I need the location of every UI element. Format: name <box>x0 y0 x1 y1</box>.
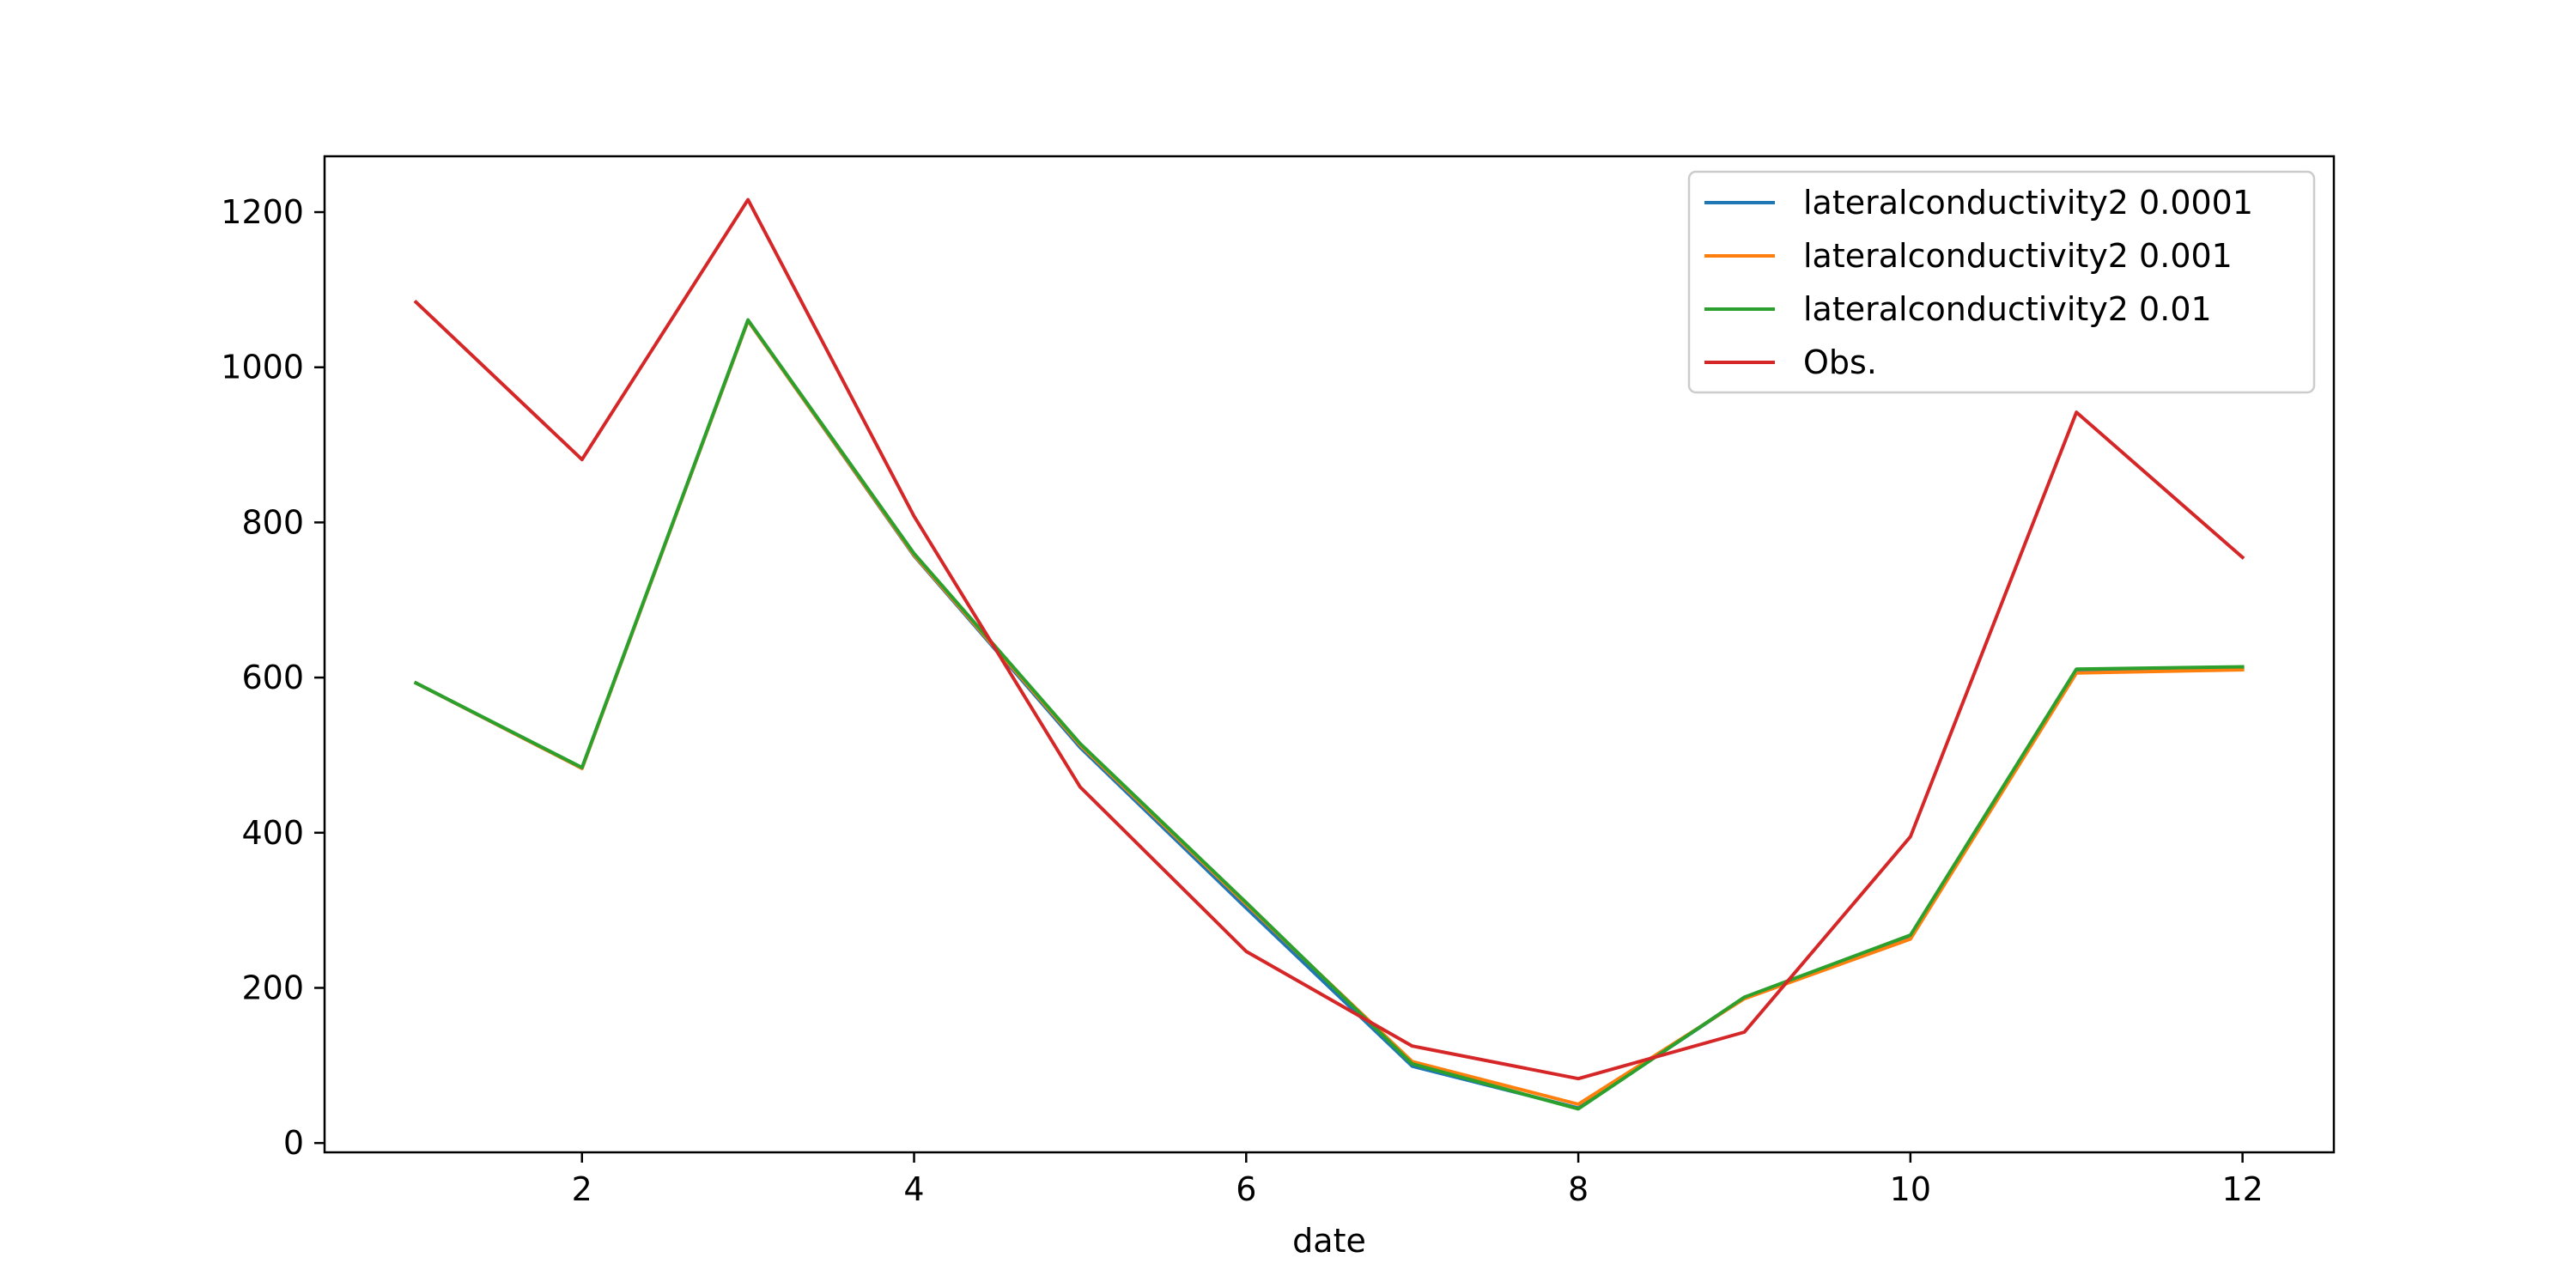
y-tick-label: 0 <box>283 1124 304 1162</box>
y-tick-label: 1000 <box>221 349 304 386</box>
legend-label: lateralconductivity2 0.0001 <box>1803 184 2253 222</box>
legend-label: lateralconductivity2 0.01 <box>1803 290 2212 328</box>
legend-label: lateralconductivity2 0.001 <box>1803 237 2233 275</box>
series-line <box>413 197 2245 1081</box>
x-tick-label: 4 <box>903 1170 924 1208</box>
legend: lateralconductivity2 0.0001 lateralconduc… <box>1687 170 2316 394</box>
legend-box <box>1687 170 2316 394</box>
plot-area-frame <box>323 155 2336 1154</box>
y-tick-label: 800 <box>241 503 304 541</box>
y-tick-label: 400 <box>241 814 304 852</box>
x-tick-label: 8 <box>1568 1170 1589 1208</box>
x-tick-label: 2 <box>572 1170 592 1208</box>
x-axis-label: date <box>1292 1222 1366 1260</box>
x-tick-label: 12 <box>2221 1170 2263 1208</box>
legend-label: Obs. <box>1803 343 1877 381</box>
x-axis-ticks: 2 4 6 8 10 12 <box>572 1152 2263 1208</box>
series-layer <box>413 197 2245 1111</box>
y-tick-label: 200 <box>241 969 304 1006</box>
y-tick-label: 600 <box>241 659 304 696</box>
x-tick-label: 10 <box>1890 1170 1931 1208</box>
series-line <box>413 318 2245 1111</box>
y-axis-ticks: 0 200 400 600 800 1000 1200 <box>221 193 325 1162</box>
x-tick-label: 6 <box>1236 1170 1256 1208</box>
y-tick-label: 1200 <box>221 193 304 231</box>
